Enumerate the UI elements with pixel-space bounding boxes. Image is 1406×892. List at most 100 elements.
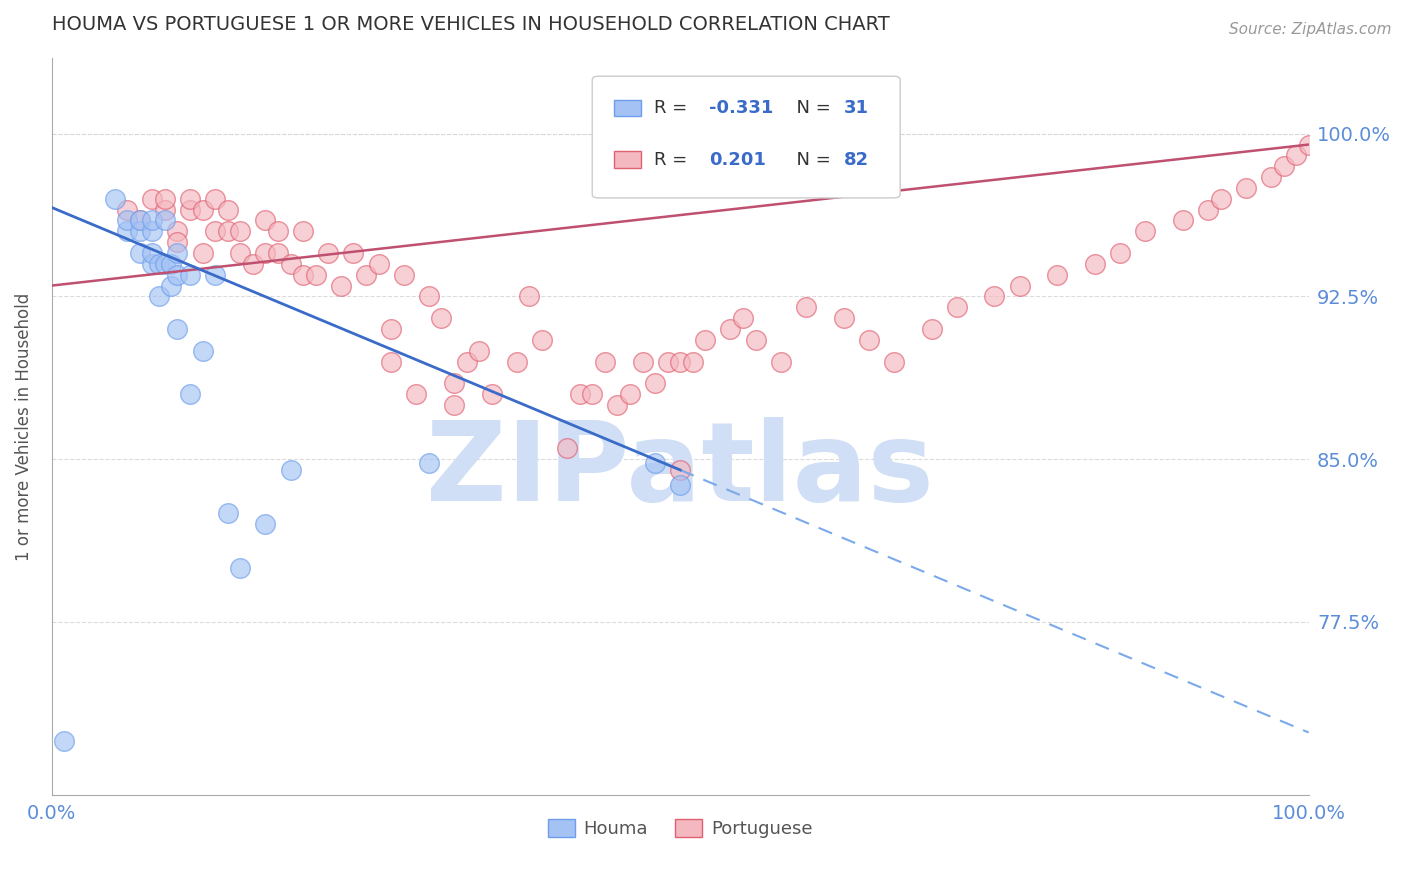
- Point: [731, 311, 754, 326]
- Point: [443, 398, 465, 412]
- Point: [631, 354, 654, 368]
- Point: [267, 246, 290, 260]
- Point: [418, 457, 440, 471]
- Point: [468, 343, 491, 358]
- Point: [380, 322, 402, 336]
- Point: [506, 354, 529, 368]
- Point: [115, 224, 138, 238]
- Point: [128, 213, 150, 227]
- Point: [141, 192, 163, 206]
- Point: [128, 213, 150, 227]
- Point: [179, 202, 201, 217]
- Point: [204, 192, 226, 206]
- Point: [148, 257, 170, 271]
- Point: [669, 478, 692, 492]
- Point: [217, 507, 239, 521]
- Point: [1046, 268, 1069, 282]
- Point: [530, 333, 553, 347]
- Point: [883, 354, 905, 368]
- Point: [254, 213, 277, 227]
- Point: [166, 322, 188, 336]
- Point: [682, 354, 704, 368]
- Point: [794, 300, 817, 314]
- Point: [141, 246, 163, 260]
- Text: R =: R =: [654, 99, 693, 117]
- Legend: Houma, Portuguese: Houma, Portuguese: [540, 812, 820, 846]
- Point: [217, 202, 239, 217]
- Point: [128, 224, 150, 238]
- Point: [443, 376, 465, 391]
- Text: 31: 31: [844, 99, 869, 117]
- Point: [1272, 159, 1295, 173]
- Point: [179, 268, 201, 282]
- Text: 0.201: 0.201: [709, 151, 766, 169]
- Point: [1285, 148, 1308, 162]
- Point: [519, 289, 541, 303]
- Point: [204, 224, 226, 238]
- Point: [644, 376, 666, 391]
- Point: [1171, 213, 1194, 227]
- Point: [166, 235, 188, 250]
- Point: [669, 463, 692, 477]
- Point: [769, 354, 792, 368]
- Point: [191, 246, 214, 260]
- Point: [153, 192, 176, 206]
- Point: [217, 224, 239, 238]
- Bar: [613, 100, 641, 116]
- Point: [141, 213, 163, 227]
- Point: [581, 387, 603, 401]
- Point: [179, 387, 201, 401]
- Point: [669, 354, 692, 368]
- Point: [166, 268, 188, 282]
- Point: [593, 354, 616, 368]
- Point: [1197, 202, 1219, 217]
- Text: ZIPatlas: ZIPatlas: [426, 417, 934, 524]
- Point: [1234, 181, 1257, 195]
- Point: [292, 224, 315, 238]
- Point: [619, 387, 641, 401]
- Point: [242, 257, 264, 271]
- Point: [644, 457, 666, 471]
- Point: [191, 343, 214, 358]
- Point: [405, 387, 427, 401]
- Point: [254, 246, 277, 260]
- Point: [153, 202, 176, 217]
- Text: HOUMA VS PORTUGUESE 1 OR MORE VEHICLES IN HOUSEHOLD CORRELATION CHART: HOUMA VS PORTUGUESE 1 OR MORE VEHICLES I…: [52, 15, 890, 34]
- Point: [153, 213, 176, 227]
- Point: [568, 387, 591, 401]
- Point: [342, 246, 364, 260]
- Point: [744, 333, 766, 347]
- Point: [204, 268, 226, 282]
- Point: [1209, 192, 1232, 206]
- Point: [229, 246, 252, 260]
- Point: [280, 257, 302, 271]
- Point: [720, 322, 742, 336]
- Point: [606, 398, 628, 412]
- Point: [1084, 257, 1107, 271]
- FancyBboxPatch shape: [592, 76, 900, 198]
- Point: [267, 224, 290, 238]
- Point: [418, 289, 440, 303]
- Point: [292, 268, 315, 282]
- Text: -0.331: -0.331: [709, 99, 773, 117]
- Point: [921, 322, 943, 336]
- Point: [945, 300, 967, 314]
- Point: [179, 192, 201, 206]
- Point: [555, 442, 578, 456]
- Point: [1135, 224, 1157, 238]
- Point: [166, 246, 188, 260]
- Point: [128, 246, 150, 260]
- Text: N =: N =: [785, 151, 837, 169]
- Point: [141, 224, 163, 238]
- Point: [392, 268, 415, 282]
- Point: [832, 311, 855, 326]
- Point: [191, 202, 214, 217]
- Point: [53, 734, 76, 748]
- Point: [1260, 170, 1282, 185]
- Point: [280, 463, 302, 477]
- Point: [153, 257, 176, 271]
- Point: [983, 289, 1005, 303]
- Point: [104, 192, 127, 206]
- Point: [430, 311, 453, 326]
- Point: [141, 257, 163, 271]
